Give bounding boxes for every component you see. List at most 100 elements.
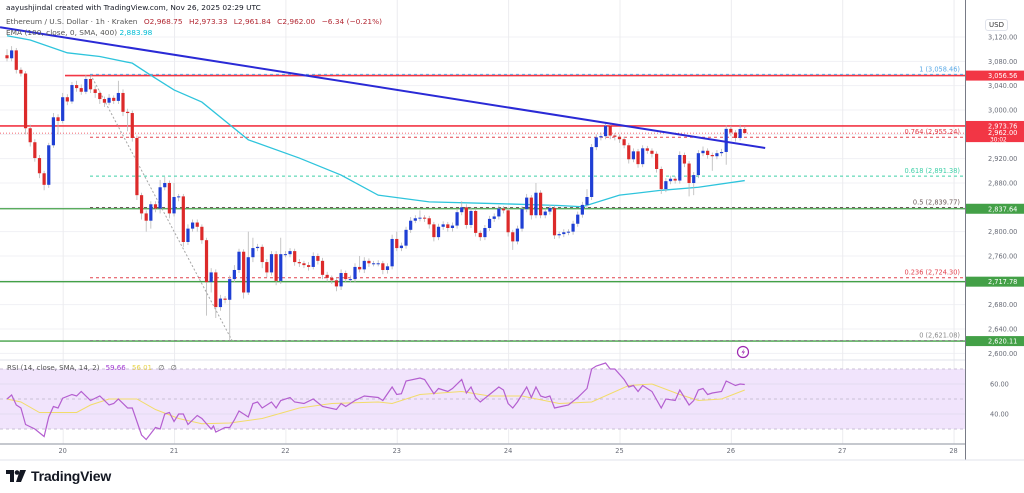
price-tick-label: 2,680.00 [988, 301, 1017, 309]
candle [23, 71, 28, 135]
price-change: −6.34 (−0.21%) [321, 17, 383, 26]
candle [464, 204, 468, 229]
fib-level-label: 0.618 (2,891.38) [905, 167, 960, 175]
candle-body [557, 234, 561, 236]
candle-body [376, 263, 380, 265]
candle [585, 189, 589, 208]
candle [418, 210, 422, 222]
candle [506, 207, 510, 237]
price-tick-label: 3,080.00 [988, 58, 1017, 66]
candle-body [487, 218, 492, 229]
candle [358, 255, 362, 273]
candle [102, 96, 107, 107]
candle-body [28, 128, 32, 143]
candle-body [469, 210, 473, 225]
candle-body [409, 220, 413, 230]
candle-body [307, 265, 311, 267]
candle [492, 213, 496, 222]
level-price-tag: 2,973.76 [988, 122, 1017, 130]
candle [687, 161, 691, 197]
candle-body [200, 226, 204, 241]
ema-legend[interactable]: EMA (100, close, 0, SMA, 400) 2,883.98 [6, 28, 152, 37]
candle [70, 82, 74, 104]
time-tick-label: 23 [393, 447, 401, 455]
candle [590, 144, 594, 201]
candle-body [228, 279, 232, 300]
candle-body [191, 222, 195, 229]
candle [362, 257, 366, 274]
candle [580, 201, 584, 218]
rsi-sma-line [6, 383, 745, 425]
symbol-legend[interactable]: Ethereum / U.S. Dollar · 1h · Kraken O2,… [6, 17, 382, 26]
level-price-tag: 2,837.64 [988, 205, 1017, 213]
candle-body [70, 85, 74, 102]
candle-body [715, 153, 719, 157]
level-price-tag-bg [966, 203, 1024, 214]
candle-body [61, 97, 65, 121]
candle [297, 259, 301, 267]
candle [293, 248, 297, 266]
ohlc-high: H2,973.33 [188, 17, 228, 26]
candle [552, 205, 557, 239]
candle-body [237, 251, 241, 270]
trendline-line[interactable] [0, 26, 766, 150]
price-tick-label: 2,760.00 [988, 252, 1017, 260]
price-axis[interactable]: 3,120.00 3,080.00 3,040.00 3,000.00 2,920.00… [965, 0, 1024, 460]
candle-body [75, 85, 79, 89]
horizontal-levels [0, 74, 965, 342]
candle-body [88, 78, 93, 90]
candle-body [706, 150, 710, 156]
tradingview-logo[interactable]: TradingView [6, 468, 111, 484]
candle [543, 208, 547, 219]
chart-credit: aayushjindal created with TradingView.co… [6, 3, 261, 12]
candle-body [696, 153, 700, 176]
candle [474, 208, 478, 237]
candle-body [297, 262, 301, 264]
candle [56, 114, 60, 135]
fib-level-label: 0.236 (2,724.30) [905, 269, 960, 277]
fib-level-label: 0.5 (2,839.77) [913, 198, 960, 206]
candle-body [371, 263, 376, 265]
candle [497, 205, 501, 220]
price-tick-label: 3,040.00 [988, 82, 1017, 90]
candle [613, 133, 617, 141]
last-price-tag: 2,962.00 [988, 129, 1017, 137]
candle-body [10, 50, 14, 59]
candle-body [729, 128, 733, 133]
candle-body [149, 204, 153, 221]
level-price-tag-bg [966, 70, 1024, 81]
candle-body [269, 254, 274, 273]
candle [487, 215, 492, 232]
candle-body [260, 246, 264, 263]
candle [274, 251, 278, 286]
candle [33, 139, 37, 162]
candle-body [93, 89, 97, 93]
candle-body [37, 158, 42, 174]
rsi-value: 59.66 [105, 364, 126, 372]
candle-body [218, 298, 223, 308]
candle-body [483, 228, 487, 238]
tradingview-logo-icon [6, 470, 26, 482]
candle [557, 231, 561, 239]
currency-label[interactable]: USD [985, 19, 1008, 31]
candle-body [121, 92, 125, 112]
candle [390, 234, 394, 270]
time-axis[interactable]: 20 21 22 23 24 25 26 27 28 [0, 447, 1024, 461]
event-marker[interactable] [736, 345, 750, 359]
candle [627, 142, 631, 164]
rsi-legend[interactable]: RSI (14, close, SMA, 14, 2) 59.66 56.01 … [7, 364, 177, 372]
candle [432, 221, 436, 242]
candle-body [603, 125, 608, 137]
candle [93, 85, 97, 98]
candle-body [511, 232, 515, 242]
candle [650, 148, 654, 158]
candle [14, 47, 18, 74]
candle-body [534, 192, 538, 216]
candle-body [590, 147, 594, 197]
candle [441, 221, 445, 230]
candle-body [302, 263, 306, 266]
candle [325, 271, 329, 282]
trendline[interactable] [0, 26, 766, 150]
price-tick-label: 2,800.00 [988, 228, 1017, 236]
